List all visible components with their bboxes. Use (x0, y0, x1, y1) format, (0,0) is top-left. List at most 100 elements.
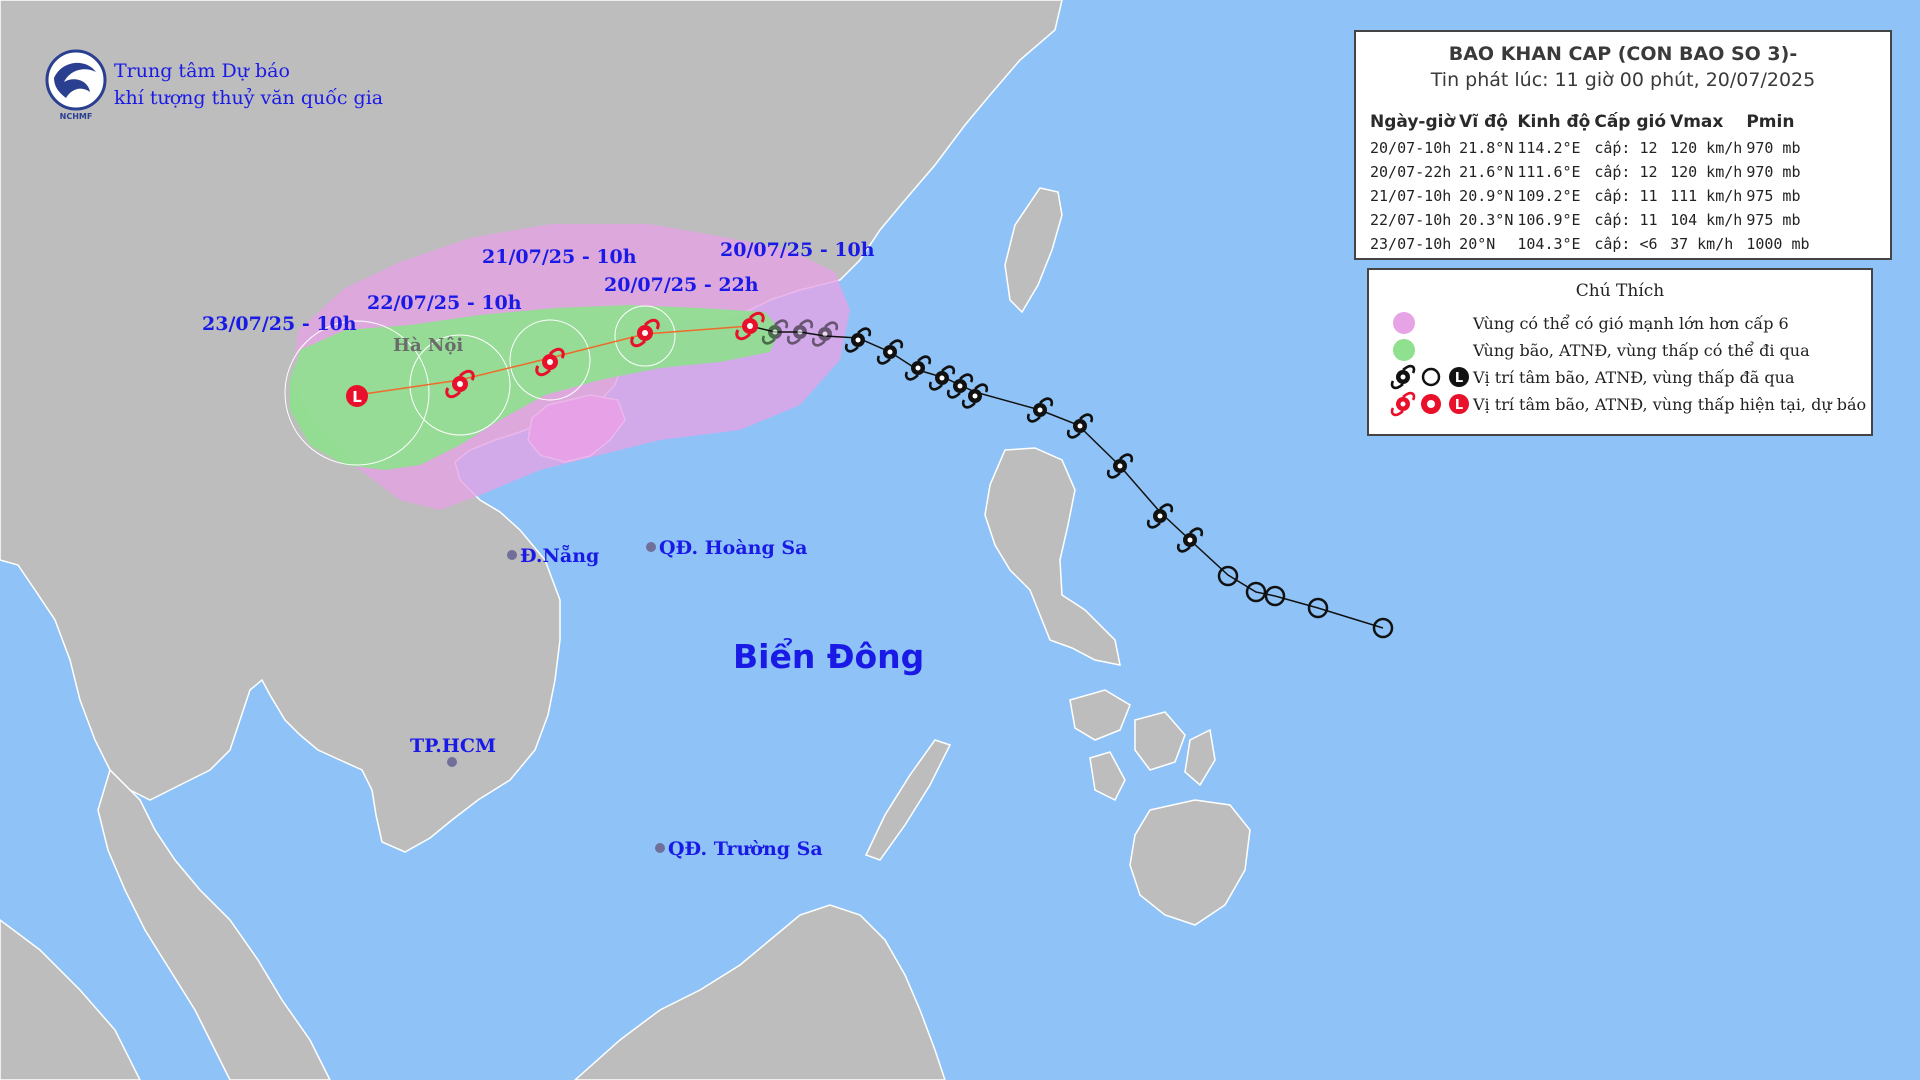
nchmf-logo-icon: NCHMF (45, 49, 107, 121)
forecast-table-header: Ngày-giờ Vĩ độ Kinh độ Cấp gió Vmax Pmin (1368, 108, 1812, 136)
cell-datetime: 22/07-10h (1370, 211, 1452, 229)
cell-wind-level: cấp: <6 (1594, 235, 1658, 253)
org-name-line2: khí tượng thuỷ văn quốc gia (114, 87, 384, 109)
cell-vmax: 111 km/h (1670, 187, 1743, 205)
forecast-uncertainty-circles (284, 305, 676, 466)
legend-panel: Chú Thích Vùng có thể có gió mạnh lớn hơ… (1367, 268, 1873, 436)
table-row: 22/07-10h 20.3°N 106.9°E cấp: 11 104 km/… (1368, 208, 1812, 232)
legend-item-storm-zone: Vùng bão, ATNĐ, vùng thấp có thể đi qua (1387, 337, 1810, 363)
forecast-label-21-10h: 21/07/25 - 10h (482, 246, 637, 268)
land-taiwan (1004, 187, 1063, 314)
cell-pmin: 1000 mb (1746, 235, 1810, 253)
col-latitude: Vĩ độ (1459, 112, 1508, 132)
org-name-line1: Trung tâm Dự báo (114, 60, 290, 82)
forecast-label-22-10h: 22/07/25 - 10h (367, 292, 522, 314)
svg-text:L: L (352, 388, 362, 406)
forecast-label-20-22h: 20/07/25 - 22h (604, 274, 759, 296)
svg-text:NCHMF: NCHMF (60, 112, 93, 121)
danang-label: Đ.Nẵng (520, 544, 599, 567)
storm-symbol-22-07 (445, 369, 475, 399)
cell-longitude: 109.2°E (1517, 187, 1581, 205)
land-malay-peninsula (97, 768, 331, 1080)
cell-wind-level: cấp: 11 (1594, 211, 1658, 229)
cell-datetime: 20/07-22h (1370, 163, 1452, 181)
red-storm-symbols-icon: L (1390, 391, 1469, 417)
bulletin-panel: BAO KHAN CAP (CON BAO SO 3)- Tin phát lú… (1354, 30, 1892, 260)
past-storm-symbol (1066, 413, 1094, 439)
cell-vmax: 120 km/h (1670, 139, 1743, 157)
cell-datetime: 21/07-10h (1370, 187, 1452, 205)
green-dot-icon (1393, 339, 1415, 361)
bulletin-title: BAO KHAN CAP (CON BAO SO 3)- (1448, 43, 1798, 65)
past-depression-symbol (1307, 597, 1329, 619)
past-depression-symbol (1372, 617, 1394, 639)
forecast-table: Ngày-giờ Vĩ độ Kinh độ Cấp gió Vmax Pmin… (1368, 108, 1812, 256)
cell-pmin: 975 mb (1746, 211, 1801, 229)
storm-zone (290, 305, 780, 470)
past-depression-symbol (1245, 581, 1267, 603)
cell-wind-level: cấp: 12 (1594, 139, 1658, 157)
cell-latitude: 21.6°N (1459, 163, 1514, 181)
col-pmin: Pmin (1746, 112, 1795, 132)
past-storm-symbol (961, 383, 989, 409)
cell-longitude: 104.3°E (1517, 235, 1581, 253)
bulletin-issued-time: Tin phát lúc: 11 giờ 00 phút, 20/07/2025 (1430, 69, 1816, 91)
land-luzon (984, 447, 1121, 666)
sea-name-label: Biển Đông (733, 636, 924, 676)
cell-latitude: 20.3°N (1459, 211, 1514, 229)
truongsa-marker (655, 843, 665, 853)
legend-item-label: Vùng bão, ATNĐ, vùng thấp có thể đi qua (1473, 340, 1810, 360)
col-datetime: Ngày-giờ (1370, 112, 1456, 132)
land-visayas (1069, 689, 1216, 802)
hcm-marker (447, 757, 457, 767)
past-storm-symbol (811, 321, 839, 347)
svg-text:L: L (1455, 371, 1463, 386)
past-depression-symbol (1217, 565, 1239, 587)
cell-datetime: 20/07-10h (1370, 139, 1452, 157)
cell-datetime: 23/07-10h (1370, 235, 1452, 253)
land-palawan (864, 739, 952, 861)
cell-pmin: 975 mb (1746, 187, 1801, 205)
hcm-label: TP.HCM (410, 735, 496, 757)
table-row: 20/07-10h 21.8°N 114.2°E cấp: 12 120 km/… (1368, 136, 1812, 160)
danang-marker (507, 550, 517, 560)
col-vmax: Vmax (1670, 112, 1724, 132)
land-mindanao (1129, 799, 1251, 926)
cell-pmin: 970 mb (1746, 139, 1801, 157)
storm-symbol-23-07: L (346, 385, 368, 407)
forecast-label-23-10h: 23/07/25 - 10h (202, 313, 357, 335)
cell-latitude: 21.8°N (1459, 139, 1514, 157)
table-row: 23/07-10h 20°N 104.3°E cấp: <6 37 km/h 1… (1368, 232, 1812, 256)
past-storm-symbol (786, 319, 814, 345)
cell-vmax: 120 km/h (1670, 163, 1743, 181)
table-row: 21/07-10h 20.9°N 109.2°E cấp: 11 111 km/… (1368, 184, 1812, 208)
land-sumatra (0, 919, 141, 1080)
cell-latitude: 20.9°N (1459, 187, 1514, 205)
cell-latitude: 20°N (1459, 235, 1496, 253)
org-header: NCHMF Trung tâm Dự báo khí tượng thuỷ vă… (44, 48, 383, 122)
cell-wind-level: cấp: 12 (1594, 163, 1658, 181)
past-storm-symbols (761, 319, 1394, 639)
past-storm-symbol (946, 373, 974, 399)
hoangsa-label: QĐ. Hoàng Sa (659, 537, 807, 559)
cell-longitude: 114.2°E (1517, 139, 1581, 157)
legend-item-label: Vị trí tâm bão, ATNĐ, vùng thấp hiện tại… (1473, 394, 1867, 414)
past-storm-symbol (928, 365, 956, 391)
legend-item-past-position: L Vị trí tâm bão, ATNĐ, vùng thấp đã qua (1387, 364, 1795, 390)
table-row: 20/07-22h 21.6°N 111.6°E cấp: 12 120 km/… (1368, 160, 1812, 184)
cell-vmax: 37 km/h (1670, 235, 1734, 253)
past-depression-symbol (1264, 585, 1286, 607)
storm-symbol-21-07 (535, 347, 565, 377)
cell-longitude: 106.9°E (1517, 211, 1581, 229)
past-storm-symbol (844, 327, 872, 353)
past-storm-symbol (904, 355, 932, 381)
truongsa-label: QĐ. Trường Sa (668, 838, 823, 860)
past-storm-symbol (1176, 527, 1204, 553)
col-wind-level: Cấp gió (1594, 112, 1667, 132)
hoangsa-marker (646, 542, 656, 552)
forecast-label-20-10h: 20/07/25 - 10h (720, 239, 875, 261)
storm-symbol-20-07-22h (630, 318, 660, 348)
pink-dot-icon (1393, 312, 1415, 334)
cell-longitude: 111.6°E (1517, 163, 1581, 181)
legend-item-wind-zone: Vùng có thể có gió mạnh lớn hơn cấp 6 (1387, 310, 1789, 336)
